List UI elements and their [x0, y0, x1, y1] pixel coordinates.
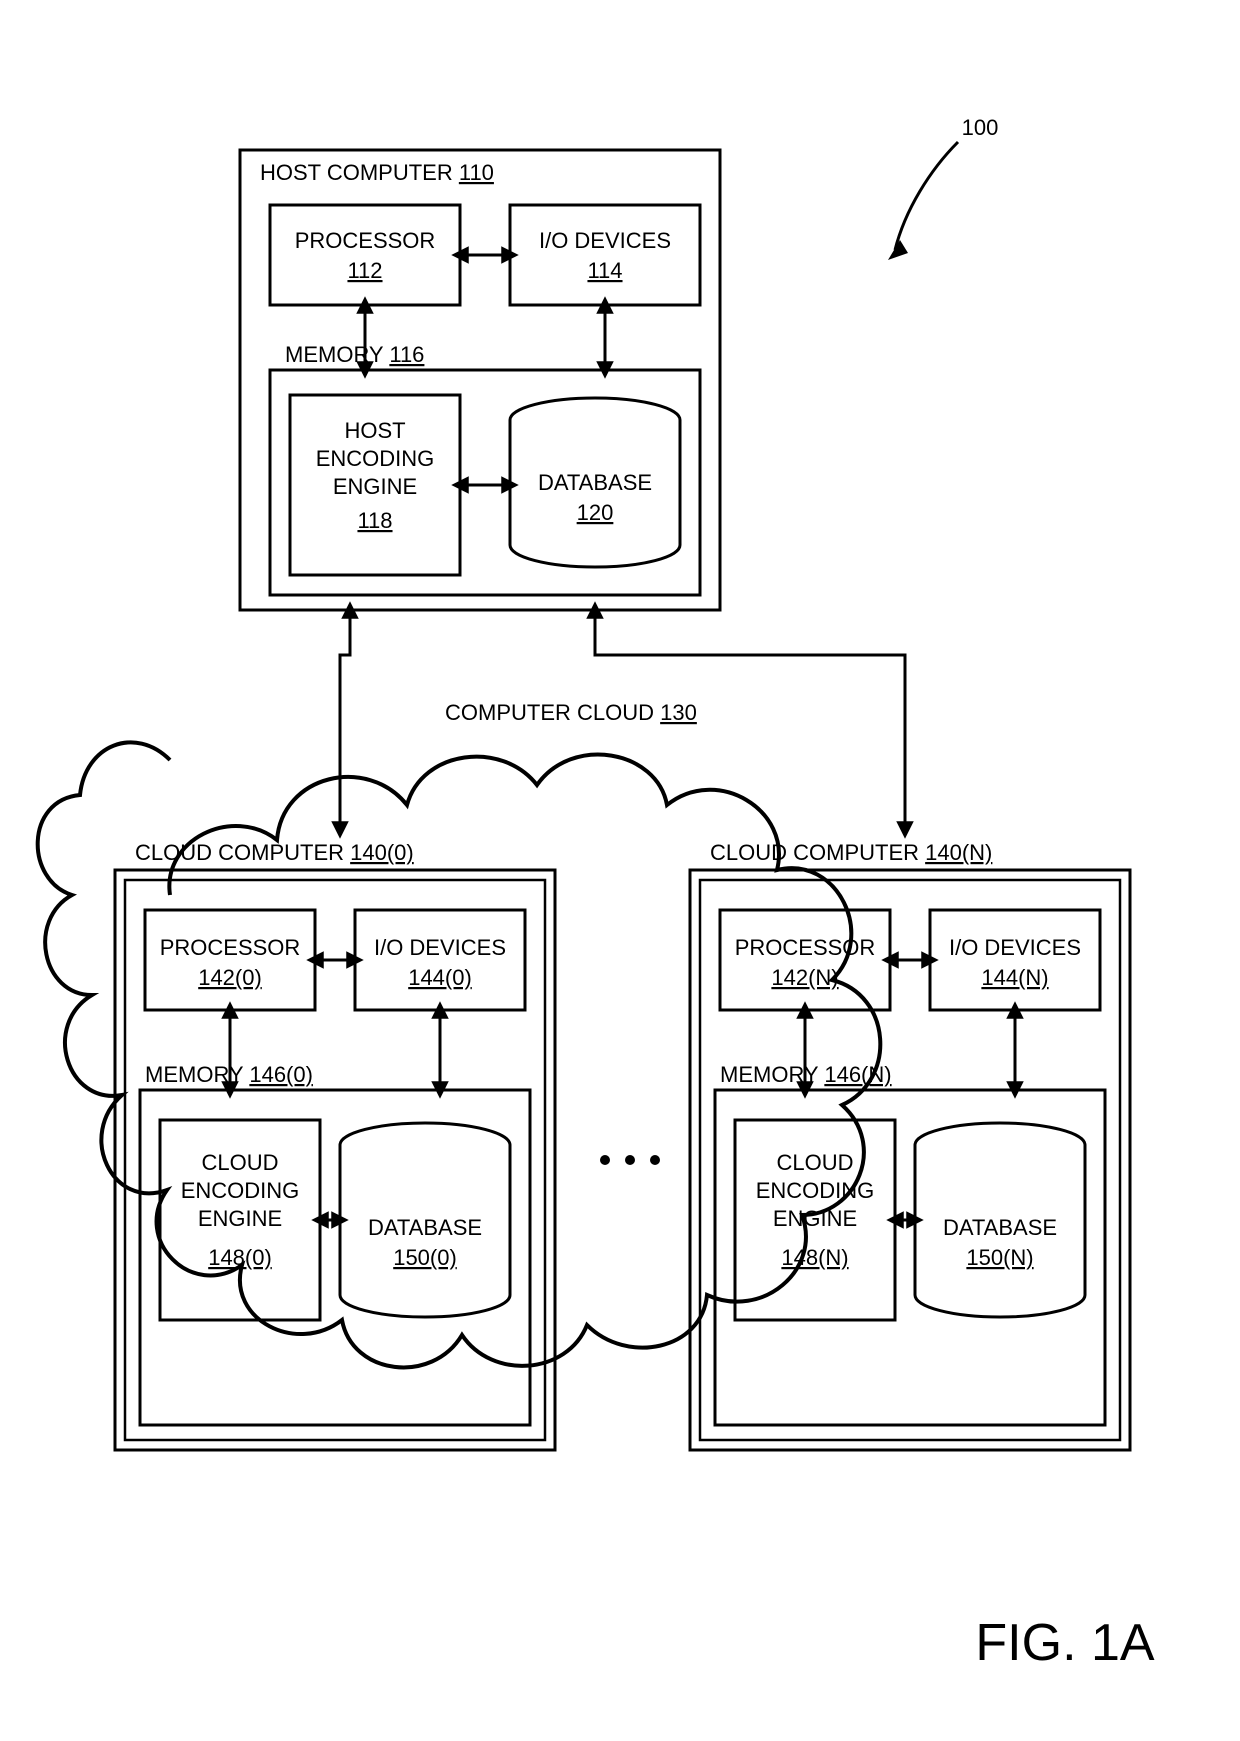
svg-text:PROCESSOR: PROCESSOR: [735, 935, 876, 960]
svg-text:ENCODING: ENCODING: [181, 1178, 300, 1203]
figure-label: FIG. 1A: [975, 1614, 1154, 1672]
svg-text:DATABASE: DATABASE: [538, 470, 652, 495]
svg-text:ENGINE: ENGINE: [333, 474, 417, 499]
svg-text:ENGINE: ENGINE: [198, 1206, 282, 1231]
svg-text:150(0): 150(0): [393, 1245, 457, 1270]
host-io: [510, 205, 700, 305]
host-memory-label: MEMORY: [285, 342, 384, 367]
svg-text:120: 120: [577, 500, 614, 525]
svg-text:144(0): 144(0): [408, 965, 472, 990]
svg-text:142(N): 142(N): [771, 965, 838, 990]
svg-text:CLOUD COMPUTER 140(0): CLOUD COMPUTER 140(0): [135, 840, 414, 865]
svg-text:ENGINE: ENGINE: [773, 1206, 857, 1231]
host-processor: [270, 205, 460, 305]
svg-text:ENCODING: ENCODING: [756, 1178, 875, 1203]
svg-text:CLOUD COMPUTER 140(N): CLOUD COMPUTER 140(N): [710, 840, 992, 865]
svg-text:148(0): 148(0): [208, 1245, 272, 1270]
svg-text:142(0): 142(0): [198, 965, 262, 990]
cloud-computer-1: CLOUD COMPUTER 140(N) PROCESSOR 142(N) I/O …: [690, 840, 1130, 1450]
svg-text:DATABASE: DATABASE: [943, 1215, 1057, 1240]
ref-100-label: 100: [962, 115, 999, 140]
host-io-ref: 114: [587, 258, 622, 283]
svg-text:148(N): 148(N): [781, 1245, 848, 1270]
svg-text:144(N): 144(N): [981, 965, 1048, 990]
ellipsis: [600, 1155, 660, 1165]
svg-text:I/O DEVICES: I/O DEVICES: [374, 935, 506, 960]
diagram-root: 100 HOST COMPUTER 110 PROCESSOR 112 I/O …: [0, 0, 1240, 1741]
svg-text:CLOUD: CLOUD: [201, 1150, 278, 1175]
svg-text:I/O DEVICES: I/O DEVICES: [949, 935, 1081, 960]
host-computer: HOST COMPUTER 110 PROCESSOR 112 I/O DEVI…: [240, 150, 720, 610]
svg-text:HOST: HOST: [344, 418, 405, 443]
host-processor-label: PROCESSOR: [295, 228, 436, 253]
host-memory-ref: 116: [389, 342, 424, 367]
svg-text:HOST COMPUTER 110: HOST COMPUTER 110: [260, 160, 494, 185]
host-title: HOST COMPUTER: [260, 160, 453, 185]
svg-text:CLOUD: CLOUD: [776, 1150, 853, 1175]
host-io-label: I/O DEVICES: [539, 228, 671, 253]
svg-text:150(N): 150(N): [966, 1245, 1033, 1270]
svg-text:118: 118: [357, 508, 392, 533]
svg-text:ENCODING: ENCODING: [316, 446, 435, 471]
host-database: DATABASE 120: [510, 398, 680, 567]
host-processor-ref: 112: [347, 258, 382, 283]
cloud-title: COMPUTER CLOUD 130: [445, 700, 697, 725]
svg-text:DATABASE: DATABASE: [368, 1215, 482, 1240]
ref-100: 100: [888, 115, 998, 260]
host-ref: 110: [459, 160, 494, 185]
svg-text:PROCESSOR: PROCESSOR: [160, 935, 301, 960]
svg-text:MEMORY 116: MEMORY 116: [285, 342, 424, 367]
